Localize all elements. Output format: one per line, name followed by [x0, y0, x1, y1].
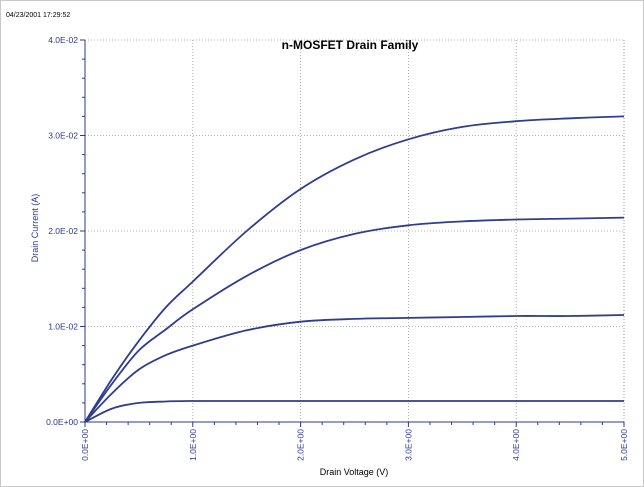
chart-title: n-MOSFET Drain Family	[282, 38, 419, 52]
axes	[80, 39, 625, 427]
y-tick-label: 1.0E-02	[48, 322, 78, 332]
x-tick-label: 0.0E+00	[80, 429, 90, 461]
grid	[85, 39, 625, 422]
x-axis-label: Drain Voltage (V)	[320, 467, 389, 477]
y-tick-label: 2.0E-02	[48, 226, 78, 236]
series-line-4	[84, 115, 625, 423]
y-tick-label: 0.0E+00	[46, 417, 78, 427]
tick-labels: 0.0E+00 1.0E-02 2.0E-02 3.0E-02 4.0E-02 0.0E+…	[46, 35, 629, 461]
series-group	[84, 115, 625, 423]
series-line-2	[84, 314, 625, 423]
x-tick-label: 5.0E+00	[619, 429, 629, 461]
timestamp: 04/23/2001 17:29:52	[6, 12, 70, 19]
y-tick-label: 4.0E-02	[48, 35, 78, 45]
series-line-3	[84, 216, 625, 423]
y-tick-label: 3.0E-02	[48, 131, 78, 141]
x-tick-label: 4.0E+00	[511, 429, 521, 461]
x-tick-label: 3.0E+00	[403, 429, 413, 461]
x-tick-label: 1.0E+00	[188, 429, 198, 461]
x-tick-label: 2.0E+00	[296, 429, 306, 461]
series-line-1	[84, 400, 624, 423]
y-axis-label: Drain Current (A)	[30, 194, 40, 263]
